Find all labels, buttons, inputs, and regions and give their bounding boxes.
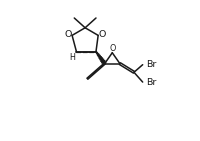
Text: O: O [64,30,72,39]
Text: Br: Br [146,78,157,87]
Text: Br: Br [146,60,157,69]
Polygon shape [96,51,106,64]
Text: O: O [99,30,106,39]
Text: H: H [69,53,75,62]
Text: O: O [110,44,116,53]
